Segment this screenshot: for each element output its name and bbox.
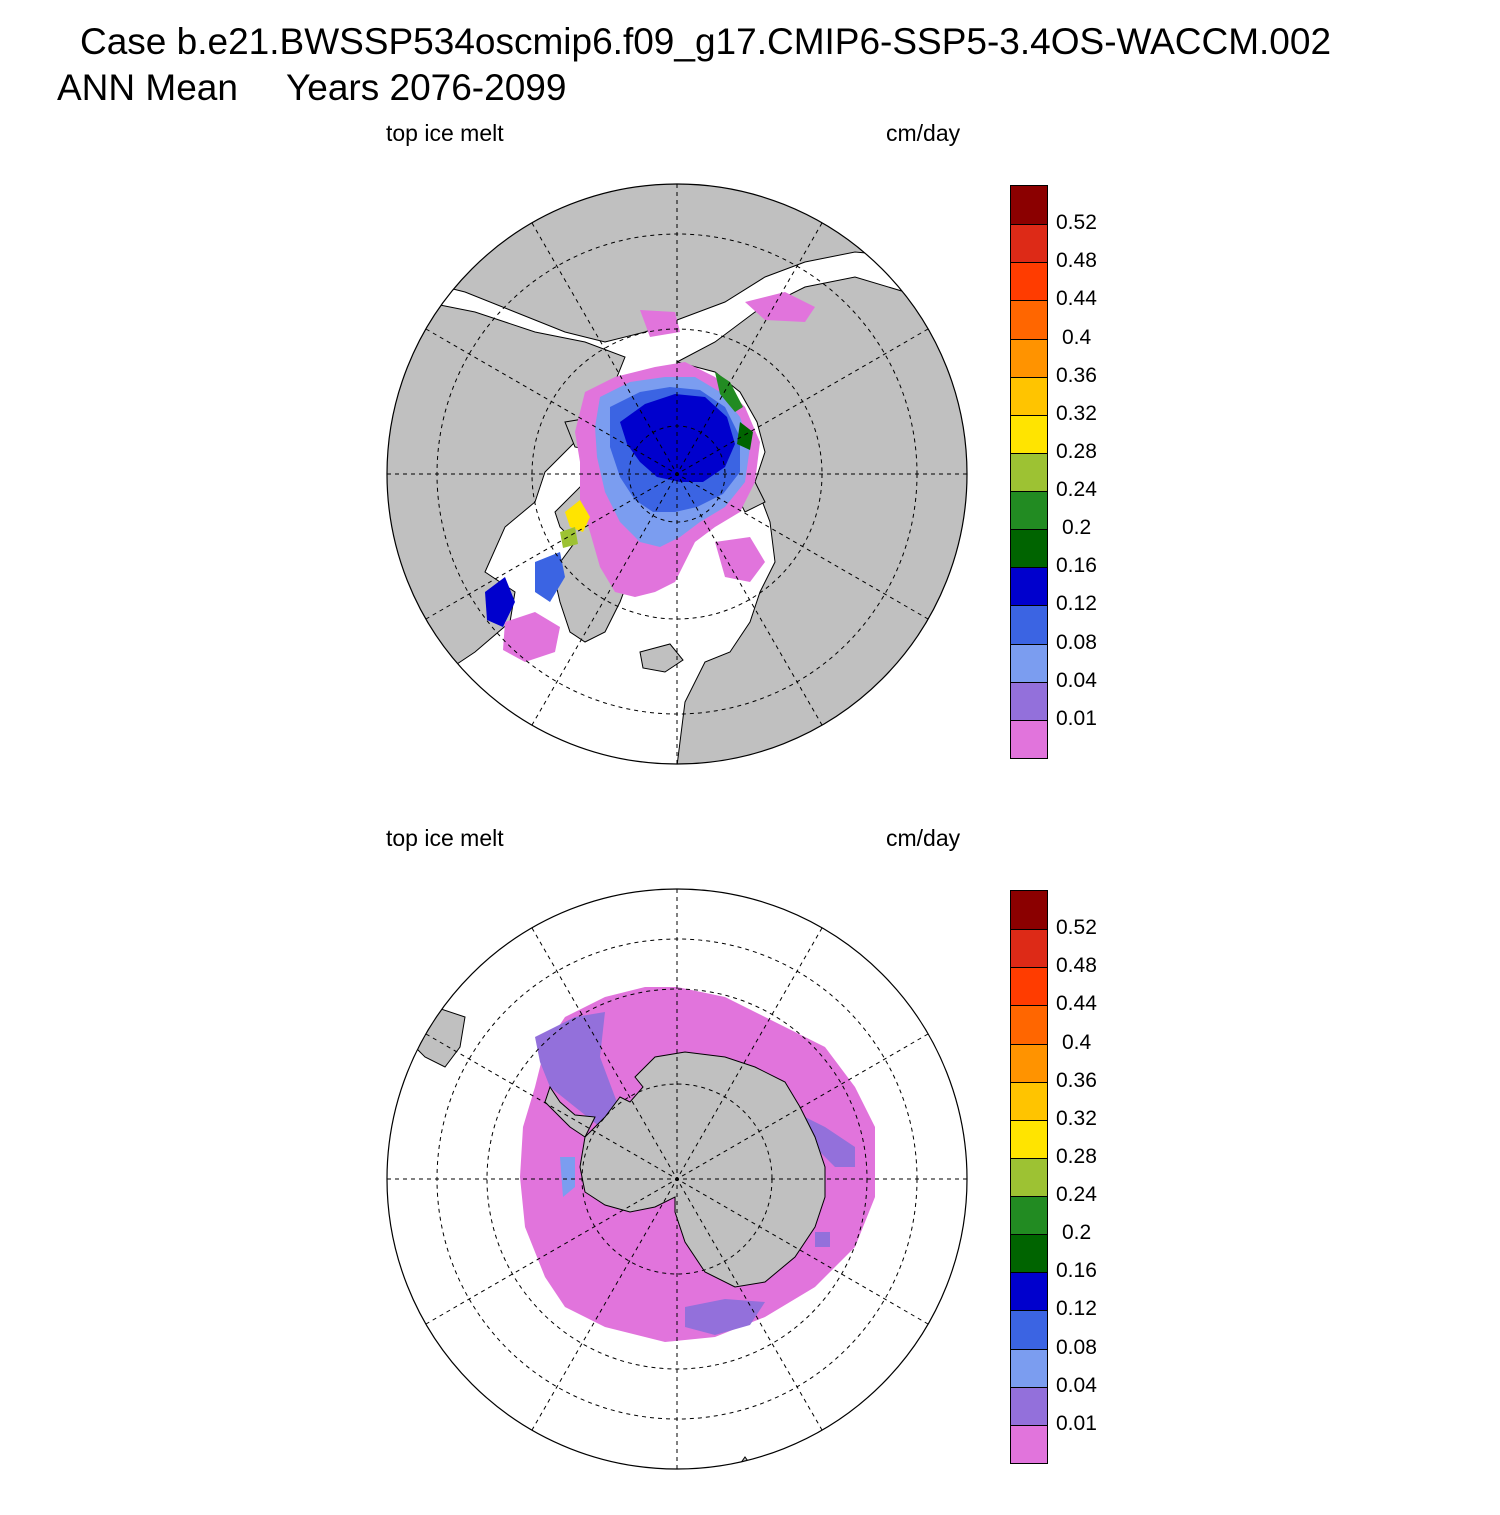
variable-label-south: top ice melt <box>386 825 504 851</box>
colorbar-swatch <box>1011 1157 1047 1197</box>
colorbar-tick-label: 0.28 <box>1056 1144 1097 1168</box>
colorbar-swatch <box>1011 529 1047 568</box>
colorbar-tick-label: 0.08 <box>1056 1335 1097 1359</box>
colorbar-swatch <box>1011 929 1047 968</box>
colorbar-tick-label: 0.01 <box>1056 1411 1097 1435</box>
subtitle: ANN Mean Years 2076-2099 <box>57 68 566 108</box>
colorbar-swatch <box>1011 1424 1047 1463</box>
map-boundary-north <box>386 183 968 765</box>
colorbar-swatch <box>1011 719 1047 758</box>
years-label: Years 2076-2099 <box>285 67 567 108</box>
colorbar-tick-label: 0.4 <box>1062 325 1092 349</box>
colorbar-tick-label: 0.08 <box>1056 630 1097 654</box>
variable-label-north: top ice melt <box>386 120 504 146</box>
colorbar-tick-label: 0.28 <box>1056 439 1097 463</box>
colorbar-swatch <box>1011 605 1047 644</box>
colorbar-swatch <box>1011 376 1047 415</box>
colorbar-tick-label: 0.52 <box>1056 916 1097 940</box>
colorbar-swatch <box>1011 967 1047 1006</box>
units-label-north: cm/day <box>886 120 961 146</box>
units-label-south: cm/day <box>886 825 961 851</box>
colorbar-tick-label: 0.24 <box>1056 1183 1097 1207</box>
colorbar-tick-label: 0.2 <box>1062 516 1092 540</box>
colorbar-swatch <box>1011 681 1047 720</box>
colorbar-swatch <box>1011 1272 1047 1311</box>
colorbar-swatch <box>1011 891 1047 930</box>
colorbar-tick-label: 0.32 <box>1056 401 1097 425</box>
colorbar-swatch <box>1011 186 1047 225</box>
colorbar-swatch <box>1011 1005 1047 1044</box>
colorbar-swatches-south <box>1010 890 1048 1464</box>
colorbar-tick-label: 0.44 <box>1056 992 1097 1016</box>
north-polar-panel: top ice melt cm/day <box>0 110 1500 810</box>
colorbar-swatch <box>1011 414 1047 453</box>
colorbar-tick-label: 0.48 <box>1056 954 1097 978</box>
colorbar-swatch <box>1011 1119 1047 1158</box>
colorbar-swatch <box>1011 1196 1047 1235</box>
colorbar-tick-label: 0.16 <box>1056 1259 1097 1283</box>
ice-melt-field-north <box>485 292 815 662</box>
colorbar-swatch <box>1011 1043 1047 1082</box>
colorbar-swatch <box>1011 643 1047 682</box>
colorbar-swatch <box>1011 452 1047 492</box>
colorbar-tick-label: 0.36 <box>1056 363 1097 387</box>
south-polar-map <box>386 888 968 1470</box>
colorbar-swatch <box>1011 224 1047 263</box>
colorbar-tick-label: 0.01 <box>1056 706 1097 730</box>
colorbar-swatches-north <box>1010 185 1048 759</box>
colorbar-swatch <box>1011 338 1047 377</box>
colorbar-tick-label: 0.44 <box>1056 287 1097 311</box>
colorbar-south: 0.52 0.48 0.44 0.4 0.36 0.32 0.28 0.24 0.2 0.16 0.… <box>1010 890 1140 1465</box>
colorbar-swatch <box>1011 1081 1047 1120</box>
colorbar-swatch <box>1011 1310 1047 1349</box>
colorbar-tick-label: 0.16 <box>1056 554 1097 578</box>
colorbar-swatch <box>1011 491 1047 530</box>
colorbar-tick-label: 0.12 <box>1056 592 1097 616</box>
colorbar-north: 0.52 0.48 0.44 0.4 0.36 0.32 0.28 0.24 0.2 0.16 0.… <box>1010 185 1140 760</box>
graticule-north <box>387 184 967 764</box>
colorbar-swatch <box>1011 567 1047 606</box>
colorbar-tick-label: 0.04 <box>1056 668 1097 692</box>
season-label: ANN Mean <box>57 67 238 108</box>
colorbar-swatch <box>1011 1348 1047 1387</box>
colorbar-swatch <box>1011 300 1047 339</box>
colorbar-tick-label: 0.48 <box>1056 249 1097 273</box>
case-title: Case b.e21.BWSSP534oscmip6.f09_g17.CMIP6… <box>80 21 1332 62</box>
colorbar-tick-label: 0.12 <box>1056 1297 1097 1321</box>
colorbar-swatch <box>1011 1386 1047 1425</box>
colorbar-tick-label: 0.52 <box>1056 211 1097 235</box>
colorbar-tick-label: 0.2 <box>1062 1221 1092 1245</box>
colorbar-tick-label: 0.32 <box>1056 1106 1097 1130</box>
colorbar-tick-label: 0.4 <box>1062 1030 1092 1054</box>
north-polar-map <box>386 183 968 765</box>
south-polar-panel: top ice melt cm/day <box>0 815 1500 1515</box>
graticule-south <box>387 889 967 1469</box>
map-boundary-south <box>386 888 968 1470</box>
colorbar-swatch <box>1011 262 1047 301</box>
colorbar-tick-label: 0.24 <box>1056 478 1097 502</box>
colorbar-tick-label: 0.36 <box>1056 1068 1097 1092</box>
colorbar-swatch <box>1011 1234 1047 1273</box>
colorbar-tick-label: 0.04 <box>1056 1373 1097 1397</box>
